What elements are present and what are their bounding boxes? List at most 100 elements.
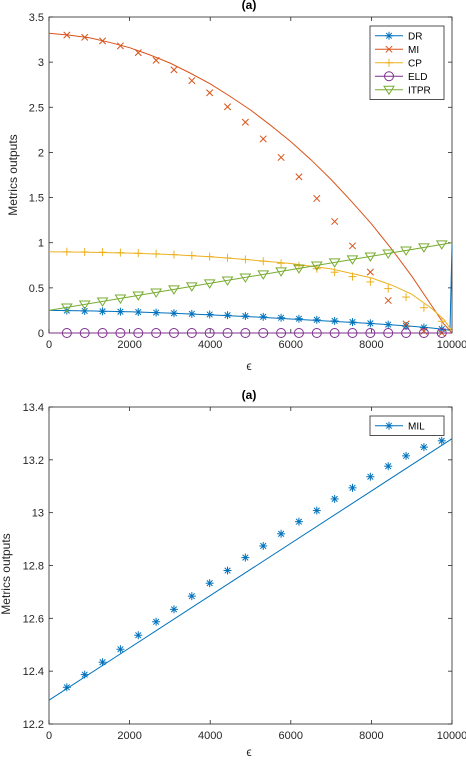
legend: DR MI CP ELD ITPR (369, 25, 445, 100)
series-mil-marker (384, 462, 393, 471)
series-eld-marker (383, 328, 394, 338)
series-mil-marker (277, 529, 286, 538)
series-eld-marker (311, 328, 322, 338)
series-eld-marker (186, 328, 197, 338)
series-itpr-marker (114, 294, 127, 304)
series-mil-marker (169, 605, 178, 614)
series-eld-marker (418, 328, 429, 338)
series-cp-marker (402, 293, 411, 302)
series-dr-marker (348, 318, 357, 327)
series-cp-marker (259, 257, 268, 266)
series-cp-markers (62, 247, 446, 326)
x-axis-label: ϵ (246, 359, 251, 373)
legend-itpr-label: ITPR (408, 85, 431, 96)
y-tick-label: 2 (38, 147, 44, 159)
series-itpr-marker (168, 285, 180, 295)
series-cp-marker (348, 272, 357, 281)
series-eld-marker (240, 328, 251, 338)
series-itpr-marker (310, 261, 323, 271)
series-cp-marker (419, 303, 428, 312)
series-mi-marker (366, 268, 374, 276)
series-itpr-marker (257, 270, 270, 280)
series-mil-marker (134, 631, 143, 640)
series-eld-marker (258, 328, 269, 338)
series-eld-marker (168, 328, 179, 338)
series-mil-marker (241, 553, 250, 562)
legend-mi-label: MI (408, 45, 419, 56)
series-dr-marker (277, 313, 286, 322)
series-cp-marker (62, 247, 71, 256)
series-mil-marker (348, 483, 357, 492)
series-dr-marker (419, 323, 428, 332)
series-eld-marker (365, 328, 376, 338)
x-tick-label: 10000 (437, 339, 466, 351)
y-tick-label: 1 (38, 238, 44, 250)
series-eld-marker (115, 328, 126, 338)
series-mi-marker (188, 77, 196, 85)
x-tick-label: 4000 (198, 339, 222, 351)
x-tick-label: 4000 (198, 730, 222, 742)
series-cp-marker (437, 317, 446, 326)
series-cp-marker (187, 251, 196, 260)
legend-itpr-marker (383, 85, 395, 96)
series-itpr-marker (328, 258, 341, 268)
series-cp-marker (205, 252, 214, 261)
series-dr-marker (152, 308, 161, 317)
series-mi-marker (116, 42, 124, 50)
series-dr-marker (80, 306, 89, 315)
y-tick-label: 12.4 (23, 666, 44, 678)
series-cp-marker (330, 268, 339, 277)
plot-area (48, 406, 453, 725)
y-tick-label: 0 (38, 328, 44, 340)
series-cp-marker (241, 255, 250, 264)
series-mil-marker (80, 670, 89, 679)
legend-mi-marker (385, 45, 393, 53)
series-cp-marker (277, 259, 286, 268)
series-mi-marker (152, 56, 160, 64)
series-mil-marker (187, 592, 196, 601)
series-mi-marker (81, 33, 89, 41)
y-tick-label: 3 (38, 57, 44, 69)
legend-cp-label: CP (408, 58, 422, 69)
y-tick-label: 1.5 (29, 193, 44, 205)
series-itpr-line (48, 242, 453, 311)
series-itpr-marker (203, 279, 216, 289)
series-itpr-marker (150, 288, 163, 298)
series-mil-marker (366, 472, 375, 481)
chart-panel-bottom: (a) Metrics outputs ϵ 0 2000 4000 6000 8000 1… (0, 388, 466, 759)
series-itpr-marker (418, 243, 430, 253)
x-axis-label: ϵ (246, 745, 251, 759)
series-itpr-markers (60, 240, 448, 313)
series-mil-marker (330, 494, 339, 503)
y-tick-label: 13.4 (23, 402, 44, 414)
series-dr-marker (330, 316, 339, 325)
series-dr-marker (312, 315, 321, 324)
series-itpr-marker (78, 300, 91, 310)
series-itpr-marker (400, 246, 412, 256)
x-tick-label: 0 (46, 730, 52, 742)
series-dr-markers (62, 306, 446, 334)
series-eld-marker (97, 328, 108, 338)
series-eld-marker (151, 328, 162, 338)
legend-dr-marker (385, 31, 393, 40)
series-cp-marker (134, 249, 143, 258)
series-mil-marker (437, 436, 446, 445)
series-cp-marker (80, 247, 89, 256)
series-dr-marker (187, 309, 196, 318)
y-axis-label: Metrics outputs (6, 134, 20, 215)
series-eld-marker (204, 328, 215, 338)
y-tick-label: 12.8 (23, 561, 44, 573)
legend-mil-label: MIL (408, 421, 425, 432)
series-cp-marker (223, 253, 232, 262)
series-dr-marker (241, 312, 250, 321)
series-dr-marker (134, 308, 143, 317)
series-eld-marker (401, 328, 412, 338)
series-cp-marker (98, 248, 107, 257)
y-tick-label: 2.5 (29, 102, 44, 114)
series-mi-marker (241, 118, 249, 126)
series-itpr-marker (275, 267, 287, 277)
x-tick-label: 0 (46, 339, 52, 351)
series-itpr-marker (382, 249, 395, 259)
legend: MIL (369, 415, 445, 436)
series-itpr-marker (364, 252, 377, 262)
